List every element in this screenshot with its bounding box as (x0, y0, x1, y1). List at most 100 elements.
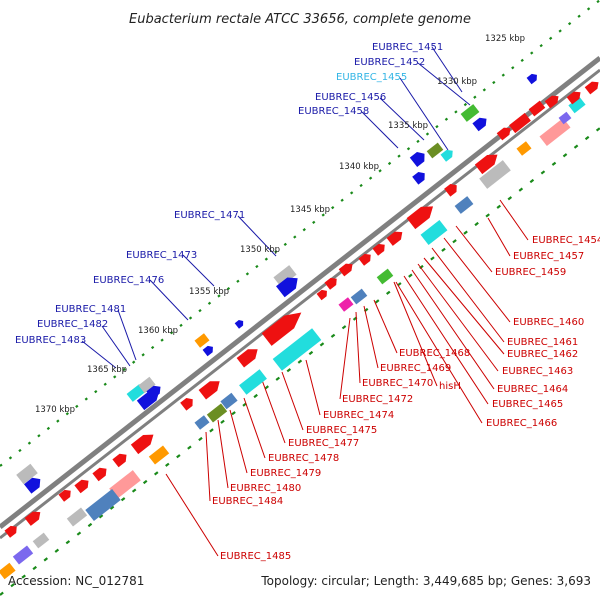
tick-mark (308, 350, 314, 356)
gene-block (273, 265, 297, 287)
tick-mark (46, 426, 51, 431)
tick-mark (207, 301, 212, 305)
gene-arrow (409, 151, 425, 168)
leader-line (165, 473, 219, 557)
gene-label-inner: EUBREC_1478 (268, 453, 339, 464)
gene-arrow (472, 117, 487, 132)
gene-label-outer: EUBREC_1473 (126, 250, 197, 261)
gene-block (138, 376, 156, 394)
gene-block (454, 196, 474, 214)
gene-label-inner: EUBREC_1465 (492, 399, 563, 410)
gene-arrow (496, 127, 511, 141)
tick-mark (103, 382, 107, 386)
scale-label: 1360 kbp (138, 326, 178, 336)
leader-line (339, 317, 351, 400)
gene-label-outer: EUBREC_1482 (37, 319, 108, 330)
gene-arrow (276, 277, 298, 298)
gene-label-outer: EUBREC_1481 (55, 304, 126, 315)
gene-arrow (526, 73, 537, 85)
gene-label-inner: EUBREC_1485 (220, 551, 291, 562)
tick-mark (463, 230, 468, 235)
gene-label-inner: EUBREC_1454 (532, 235, 600, 246)
gene-label-inner: EUBREC_1457 (513, 251, 584, 262)
tick-mark (331, 205, 335, 210)
gene-arrow (261, 312, 302, 346)
gene-block (509, 112, 531, 134)
tick-mark (558, 29, 562, 33)
tick-mark (275, 376, 281, 381)
backbone-line (0, 68, 600, 540)
tick-mark (245, 272, 250, 276)
gene-block (109, 470, 141, 499)
gene-block (194, 333, 210, 348)
gene-arrow (316, 289, 327, 301)
tick-mark (596, 0, 600, 4)
gene-label-inner: EUBREC_1468 (399, 348, 470, 359)
tick-mark (43, 557, 49, 562)
gene-block (350, 288, 368, 305)
gene-label-inner: EUBREC_1472 (342, 394, 413, 405)
gene-arrow (386, 231, 403, 246)
gene-arrow (566, 91, 581, 105)
leader-line (355, 311, 361, 384)
tick-mark (109, 505, 115, 510)
leader-line (395, 281, 483, 424)
tick-mark (518, 187, 524, 192)
tick-mark (540, 170, 546, 175)
tick-mark (529, 178, 535, 184)
tick-mark (463, 102, 468, 107)
gene-label-inner: EUBREC_1469 (380, 363, 451, 374)
tick-mark (530, 51, 534, 55)
genome-summary-text: Topology: circular; Length: 3,449,685 bp… (260, 574, 591, 588)
gene-label-inner: EUBREC_1459 (495, 267, 566, 278)
scale-label: 1345 kbp (290, 205, 330, 215)
tick-mark (32, 565, 37, 571)
leader-line (81, 340, 117, 369)
gene-arrow (338, 263, 353, 277)
gene-block (220, 392, 238, 410)
tick-mark (340, 198, 344, 202)
tick-mark (37, 434, 41, 438)
scale-label: 1350 kbp (240, 245, 280, 255)
tick-mark (220, 419, 225, 424)
gene-block (0, 562, 16, 580)
gene-label-inner: EUBREC_1464 (497, 384, 568, 395)
leader-line (229, 409, 248, 474)
tick-mark (65, 540, 71, 545)
leader-line (117, 309, 137, 361)
tick-mark (217, 294, 221, 298)
tick-mark (132, 360, 136, 364)
tick-mark (131, 488, 137, 493)
tick-mark (236, 279, 240, 283)
tick-mark (10, 583, 15, 588)
tick-mark (321, 213, 325, 217)
gene-label-inner: EUBREC_1460 (513, 317, 584, 328)
gene-block (338, 297, 354, 312)
gene-label-inner: EUBREC_1474 (323, 410, 394, 421)
gene-arrow (474, 154, 498, 175)
gene-arrow (406, 206, 434, 230)
tick-mark (416, 139, 420, 143)
tick-mark (507, 196, 513, 201)
gene-label-outer: EUBREC_1456 (315, 92, 386, 103)
tick-mark (387, 161, 392, 166)
gene-block (539, 118, 571, 146)
leader-line (243, 397, 266, 459)
gene-arrow (444, 183, 457, 197)
tick-mark (150, 345, 155, 350)
gene-label-inner: hisH (439, 381, 461, 392)
gene-label-outer: EUBREC_1455 (336, 72, 407, 83)
scale-label: 1370 kbp (35, 405, 75, 415)
gene-block (66, 507, 88, 527)
gene-block (479, 160, 511, 189)
tick-mark (562, 153, 568, 158)
tick-mark (76, 531, 82, 536)
tick-mark (435, 125, 439, 129)
tick-mark (511, 66, 515, 70)
gene-label-inner: EUBREC_1479 (250, 468, 321, 479)
tick-mark (473, 95, 477, 99)
tick-mark (425, 132, 430, 136)
tick-mark (165, 462, 170, 467)
